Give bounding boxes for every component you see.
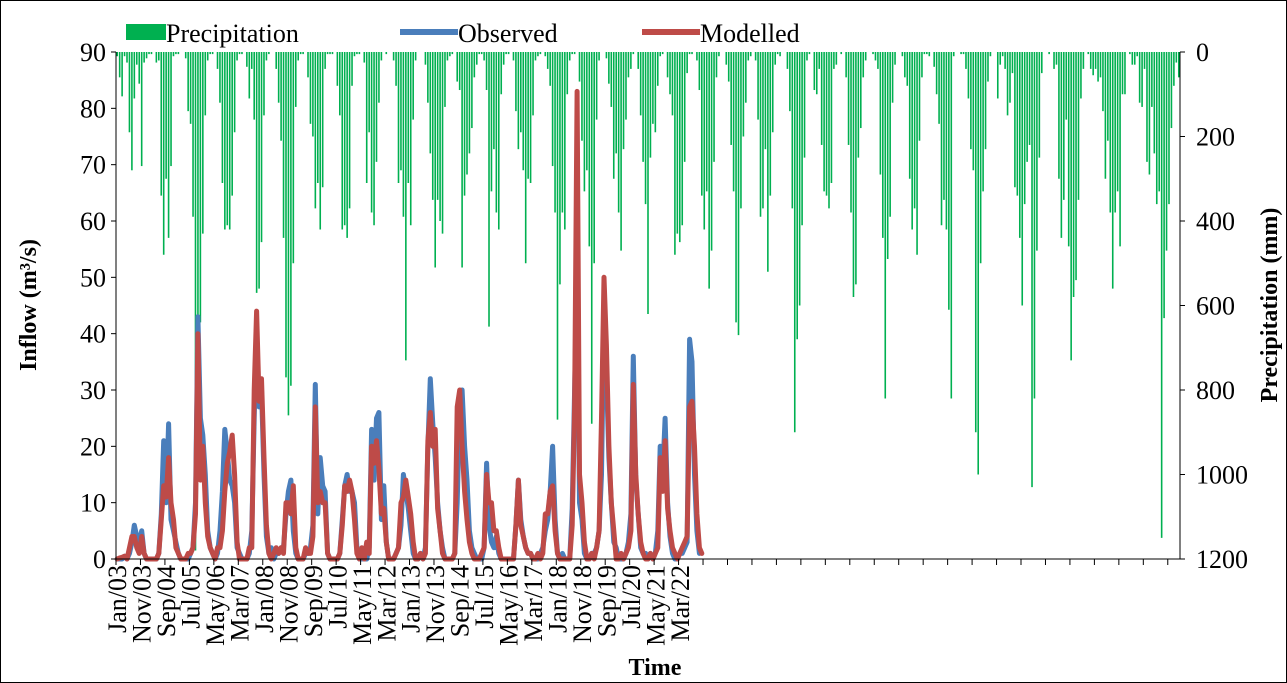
y-tick-label: 30 [80, 376, 106, 405]
legend-swatch-precipitation [126, 24, 166, 40]
y-tick-label: 40 [80, 320, 106, 349]
x-tick-label: Sep/04 [152, 565, 181, 637]
x-tick-label: Jan/03 [103, 565, 132, 633]
legend-label-modelled: Modelled [700, 19, 800, 48]
y2-tick-label: 800 [1196, 376, 1235, 405]
y-axis-title: Inflow (m³/s) [16, 239, 42, 371]
legend-label-observed: Observed [458, 19, 558, 48]
x-tick-label: Jan/08 [250, 565, 279, 633]
y2-tick-label: 1000 [1196, 461, 1248, 490]
x-tick-label: Sep/09 [299, 565, 328, 637]
x-tick-label: Sep/14 [446, 565, 475, 637]
y-tick-label: 50 [80, 263, 106, 292]
y2-tick-label: 0 [1196, 38, 1209, 67]
x-tick-label: Mar/12 [372, 565, 401, 642]
x-axis-title: Time [629, 655, 682, 681]
x-tick-label: Jul/05 [177, 565, 206, 629]
x-tick-label: Jan/13 [397, 565, 426, 633]
y2-tick-label: 1200 [1196, 545, 1248, 574]
y-tick-label: 20 [80, 432, 106, 461]
x-tick-label: May/16 [495, 565, 524, 646]
x-tick-label: May/11 [348, 565, 377, 645]
left-axis-ticks: 0 10 20 30 40 50 60 70 80 90 [80, 38, 116, 574]
x-tick-label: Jan/18 [544, 565, 573, 633]
modelled-series [114, 88, 705, 562]
x-tick-label: Jul/20 [617, 565, 646, 629]
y-tick-label: 0 [93, 545, 106, 574]
y2-tick-label: 200 [1196, 123, 1235, 152]
x-tick-label: Nov/18 [568, 565, 597, 643]
y2-axis-title: Precipitation (mm) [1257, 208, 1283, 403]
x-tick-label: Sep/19 [592, 565, 621, 637]
x-tick-label: Mar/17 [519, 565, 548, 642]
x-tick-label: Jul/15 [470, 565, 499, 629]
y-tick-label: 80 [80, 94, 106, 123]
x-tick-label: Nov/08 [274, 565, 303, 643]
x-tick-label: Jul/10 [323, 565, 352, 629]
x-tick-label: May/06 [201, 565, 230, 646]
legend-label-precipitation: Precipitation [166, 19, 299, 48]
y-tick-label: 90 [80, 38, 106, 67]
y-tick-label: 60 [80, 207, 106, 236]
x-tick-label: Mar/22 [666, 565, 695, 642]
y-tick-label: 10 [80, 489, 106, 518]
precipitation-bars [116, 52, 1180, 551]
legend: Precipitation Observed Modelled [126, 19, 800, 48]
x-tick-label: Nov/03 [128, 565, 157, 643]
y2-tick-label: 600 [1196, 292, 1235, 321]
modelled-line [114, 88, 705, 562]
x-tick-label: Nov/13 [421, 565, 450, 643]
x-axis-ticks: Jan/03Nov/03Sep/04Jul/05May/06Mar/07Jan/… [103, 559, 1169, 646]
y-tick-label: 70 [80, 151, 106, 180]
right-axis-ticks: 0 200 400 600 800 1000 1200 [1180, 38, 1248, 574]
x-tick-label: May/21 [641, 565, 670, 646]
x-tick-label: Mar/07 [226, 565, 255, 642]
y2-tick-label: 400 [1196, 207, 1235, 236]
